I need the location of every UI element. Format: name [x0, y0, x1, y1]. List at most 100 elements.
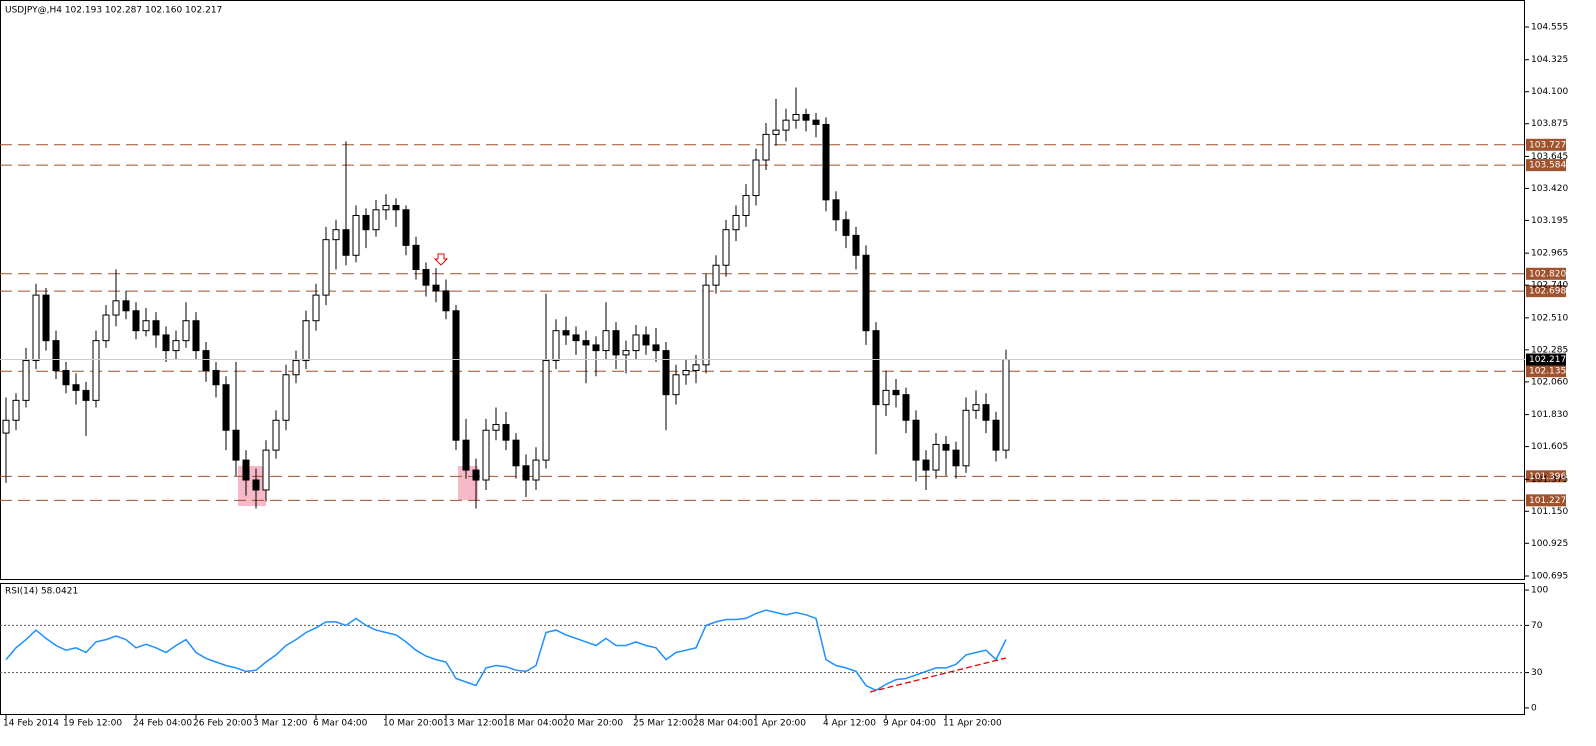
candle-body	[962, 409, 970, 467]
candle-body	[162, 334, 170, 352]
level-label-box	[1526, 159, 1566, 172]
x-tick-label: 6 Mar 04:00	[313, 719, 368, 729]
y-tick-label: 102.965	[1531, 249, 1568, 259]
y-tick-label: 102.285	[1531, 345, 1568, 355]
candle-body	[912, 419, 920, 461]
candle-body	[422, 269, 430, 286]
candle-body	[522, 465, 530, 481]
candle-body	[182, 320, 190, 342]
x-tick-label: 25 Mar 12:00	[633, 719, 693, 729]
x-tick-label: 1 Apr 20:00	[753, 719, 806, 729]
candle-body	[202, 350, 210, 372]
main-frame	[0, 0, 1525, 580]
y-tick-label: 101.150	[1531, 507, 1568, 517]
last-price-label: 102.217	[1529, 355, 1566, 365]
candle-body	[152, 320, 160, 336]
candle-body	[762, 133, 770, 161]
candle-body	[782, 119, 790, 131]
candle-body	[212, 370, 220, 386]
x-tick-label: 14 Feb 2014	[3, 719, 59, 729]
y-tick-label: 101.375	[1531, 475, 1568, 485]
candle-body	[602, 330, 610, 352]
candle-body	[292, 360, 300, 376]
candle-body	[412, 244, 420, 271]
candle-body	[872, 330, 880, 406]
candle-body	[22, 360, 30, 401]
candle-body	[492, 424, 500, 431]
x-tick-label: 4 Apr 12:00	[823, 719, 876, 729]
candle-body	[652, 344, 660, 352]
level-label-box	[1526, 285, 1566, 298]
candle-body	[772, 129, 780, 135]
x-tick-label: 13 Mar 12:00	[443, 719, 503, 729]
rsi-title: RSI(14) 58.0421	[5, 587, 78, 597]
candle-body	[302, 320, 310, 362]
candle-body	[502, 424, 510, 441]
y-tick-label: 100.925	[1531, 539, 1568, 549]
candle-body	[862, 254, 870, 332]
candle-body	[942, 443, 950, 451]
y-tick-label: 103.195	[1531, 216, 1568, 226]
level-label: 102.820	[1529, 269, 1566, 279]
candle-body	[822, 123, 830, 201]
y-tick-label: 30	[1531, 668, 1543, 678]
down-arrow	[433, 253, 449, 266]
candle-body	[712, 264, 720, 286]
level-label-box	[1526, 138, 1566, 151]
y-tick-label: 102.740	[1531, 281, 1568, 291]
candle-body	[402, 209, 410, 246]
candle-body	[102, 314, 110, 342]
candle-body	[622, 350, 630, 356]
y-tick-label: 102.510	[1531, 313, 1568, 323]
last-price-box	[1526, 353, 1566, 366]
x-tick-label: 19 Feb 12:00	[63, 719, 122, 729]
marks	[0, 87, 1566, 692]
level-label: 101.227	[1529, 496, 1566, 506]
candle-body	[692, 364, 700, 372]
y-tick-label: 104.100	[1531, 87, 1568, 97]
candle-body	[262, 449, 270, 491]
candle-body	[122, 300, 130, 312]
candle-body	[322, 239, 330, 296]
level-label-box	[1526, 365, 1566, 378]
candle-body	[662, 350, 670, 396]
level-label: 102.698	[1529, 287, 1566, 297]
candle-body	[92, 340, 100, 401]
y-tick-label: 103.645	[1531, 152, 1568, 162]
level-label-box	[1526, 267, 1566, 280]
level-label: 103.727	[1529, 140, 1566, 150]
y-tick-label: 70	[1531, 621, 1543, 631]
candle-body	[972, 404, 980, 411]
candle-body	[542, 360, 550, 461]
candle-body	[32, 294, 40, 362]
candle-body	[192, 320, 200, 352]
x-tick-label: 24 Feb 04:00	[133, 719, 192, 729]
candle-body	[172, 340, 180, 352]
candle-body	[892, 389, 900, 396]
candle-body	[242, 459, 250, 481]
candle-body	[932, 443, 940, 471]
candle-body	[792, 113, 800, 121]
candle-body	[82, 389, 90, 401]
candle-body	[992, 419, 1000, 451]
candle-body	[2, 419, 10, 434]
candle-body	[742, 195, 750, 216]
x-tick-label: 11 Apr 20:00	[943, 719, 1002, 729]
candle-body	[802, 113, 810, 121]
y-tick-label: 104.555	[1531, 23, 1568, 33]
candle-body	[882, 389, 890, 406]
candle-body	[382, 205, 390, 211]
y-tick-label: 103.420	[1531, 184, 1568, 194]
y-tick-label: 100	[1531, 586, 1548, 596]
candle-body	[252, 479, 260, 491]
candle-body	[582, 340, 590, 346]
candle-body	[812, 119, 820, 125]
candle-body	[842, 219, 850, 236]
candle-body	[552, 330, 560, 362]
candle-body	[722, 229, 730, 266]
candle-body	[232, 429, 240, 461]
candle-body	[372, 209, 380, 231]
candle-body	[342, 229, 350, 256]
